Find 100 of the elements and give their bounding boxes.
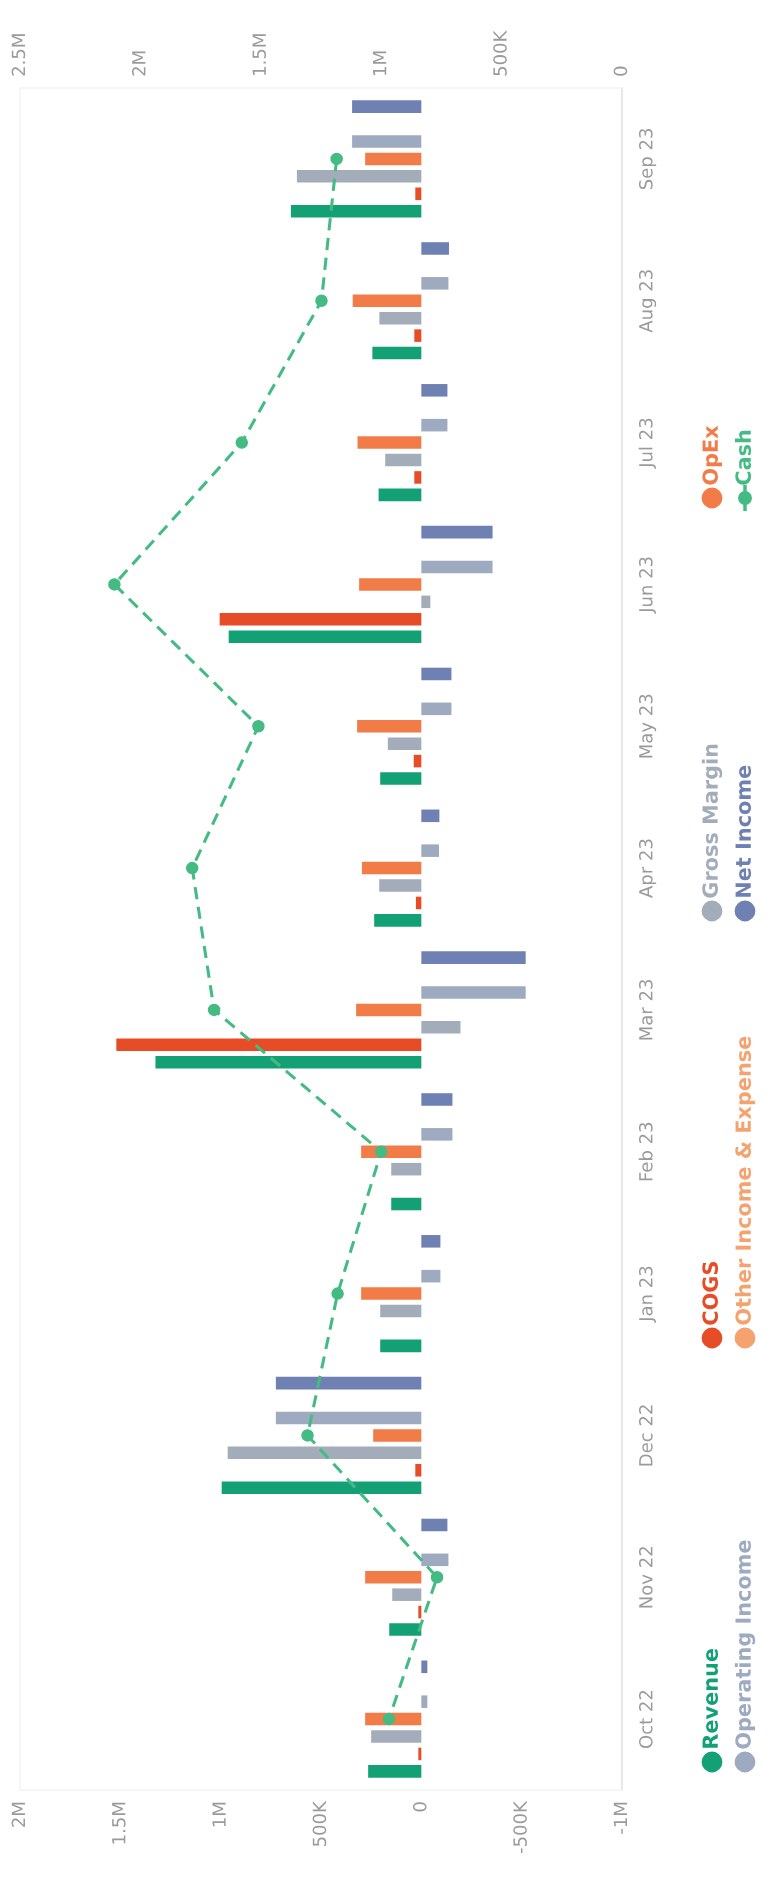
text: Gross Margin: [701, 744, 723, 898]
y-tick-label: Jan 23: [638, 1266, 656, 1323]
bar: [378, 488, 422, 502]
y-tick-label: Feb 23: [638, 1122, 653, 1181]
bar: [116, 1038, 422, 1052]
y-tick-label: Oct 22: [638, 1690, 653, 1749]
bar: [228, 630, 422, 643]
bar: [421, 560, 493, 574]
bar: [421, 595, 431, 609]
bar: [415, 187, 422, 201]
bar: [380, 1339, 422, 1353]
bar: [380, 772, 422, 785]
bar: [421, 702, 452, 716]
x-tick-label: -1M: [613, 1802, 627, 1834]
bar: [357, 436, 422, 449]
bar: [421, 1518, 448, 1532]
bar: [290, 204, 422, 218]
bar: [219, 612, 422, 626]
bar: [421, 1093, 453, 1106]
bar: [392, 1588, 422, 1601]
bar: [227, 1446, 422, 1460]
text: OpEx: [702, 425, 723, 485]
bar: [389, 1623, 422, 1636]
legend-label: Other Income & Expense: [734, 1036, 756, 1325]
y-tick-label: Aug 23: [638, 270, 657, 333]
y-tick-label: Nov 22: [638, 1547, 653, 1608]
text: COGS: [702, 1262, 719, 1325]
bar: [368, 1765, 422, 1778]
bar: [352, 294, 422, 308]
point: [252, 719, 265, 733]
bar: [421, 418, 448, 432]
bar: [379, 311, 422, 325]
x2-tick-label: 2.5M: [11, 34, 26, 76]
point: [315, 294, 328, 308]
bar: [365, 1570, 422, 1584]
text: Operating Income: [734, 1540, 756, 1749]
y-tick-label: Mar 23: [638, 979, 653, 1040]
bar: [421, 277, 449, 290]
point: [330, 152, 343, 166]
x-tick-label: 1.5M: [112, 1802, 126, 1844]
point: [331, 1287, 344, 1300]
y-tick-label: Dec 22: [638, 1405, 653, 1466]
bar: [421, 525, 493, 539]
bar: [421, 667, 452, 681]
bar: [275, 1376, 422, 1390]
bar: [352, 100, 422, 113]
x-tick-label: 2M: [11, 1802, 25, 1827]
bar: [373, 1429, 422, 1442]
bar: [385, 453, 422, 467]
bar: [352, 135, 422, 148]
point: [301, 1429, 314, 1442]
text: Revenue: [702, 1649, 719, 1748]
bar: [421, 951, 526, 964]
bar: [421, 242, 450, 255]
y-tick-label: Jul 23: [638, 418, 656, 469]
bar: [421, 1128, 453, 1141]
x2-tick-label: 500K: [493, 30, 507, 76]
bar: [371, 1730, 422, 1743]
x2-tick-label: 1M: [373, 51, 387, 75]
bar: [296, 170, 422, 183]
point: [207, 1003, 221, 1017]
bar: [359, 578, 422, 591]
bar: [356, 1003, 422, 1017]
y-tick-label: Sep 23: [638, 128, 657, 190]
y-tick-label: Apr 23: [638, 839, 657, 898]
bar: [421, 844, 439, 857]
bar: [421, 1553, 449, 1567]
bar: [380, 1304, 422, 1318]
bar: [391, 1162, 422, 1176]
bar: [379, 879, 422, 892]
x2-tick-label: 2M: [131, 51, 146, 76]
bar: [421, 1695, 428, 1708]
bar: [361, 1287, 422, 1300]
point: [374, 1145, 388, 1159]
bar: [221, 1481, 422, 1494]
bar: [275, 1411, 422, 1425]
x2-tick-label: 0: [613, 66, 628, 76]
bar: [418, 1747, 422, 1761]
bar: [372, 346, 422, 360]
bar: [365, 152, 422, 166]
bar: [421, 1660, 428, 1674]
bar: [374, 914, 422, 927]
bar: [421, 1269, 441, 1283]
bar: [421, 1235, 441, 1248]
point: [235, 436, 249, 449]
point: [185, 861, 199, 875]
text: Net Income: [735, 765, 752, 897]
bar: [391, 1197, 422, 1211]
bar: [357, 719, 422, 733]
x-tick-label: 500K: [312, 1800, 327, 1847]
text: Cash: [734, 430, 752, 485]
point: [430, 1570, 444, 1584]
y-tick-label: May 23: [638, 694, 657, 758]
x-tick-label: 1M: [212, 1802, 226, 1827]
bar: [421, 1021, 461, 1034]
bar: [361, 861, 422, 875]
bar: [415, 1463, 422, 1477]
bar: [418, 1605, 422, 1619]
bar: [155, 1055, 422, 1069]
x-tick-label: -500K: [513, 1800, 527, 1854]
